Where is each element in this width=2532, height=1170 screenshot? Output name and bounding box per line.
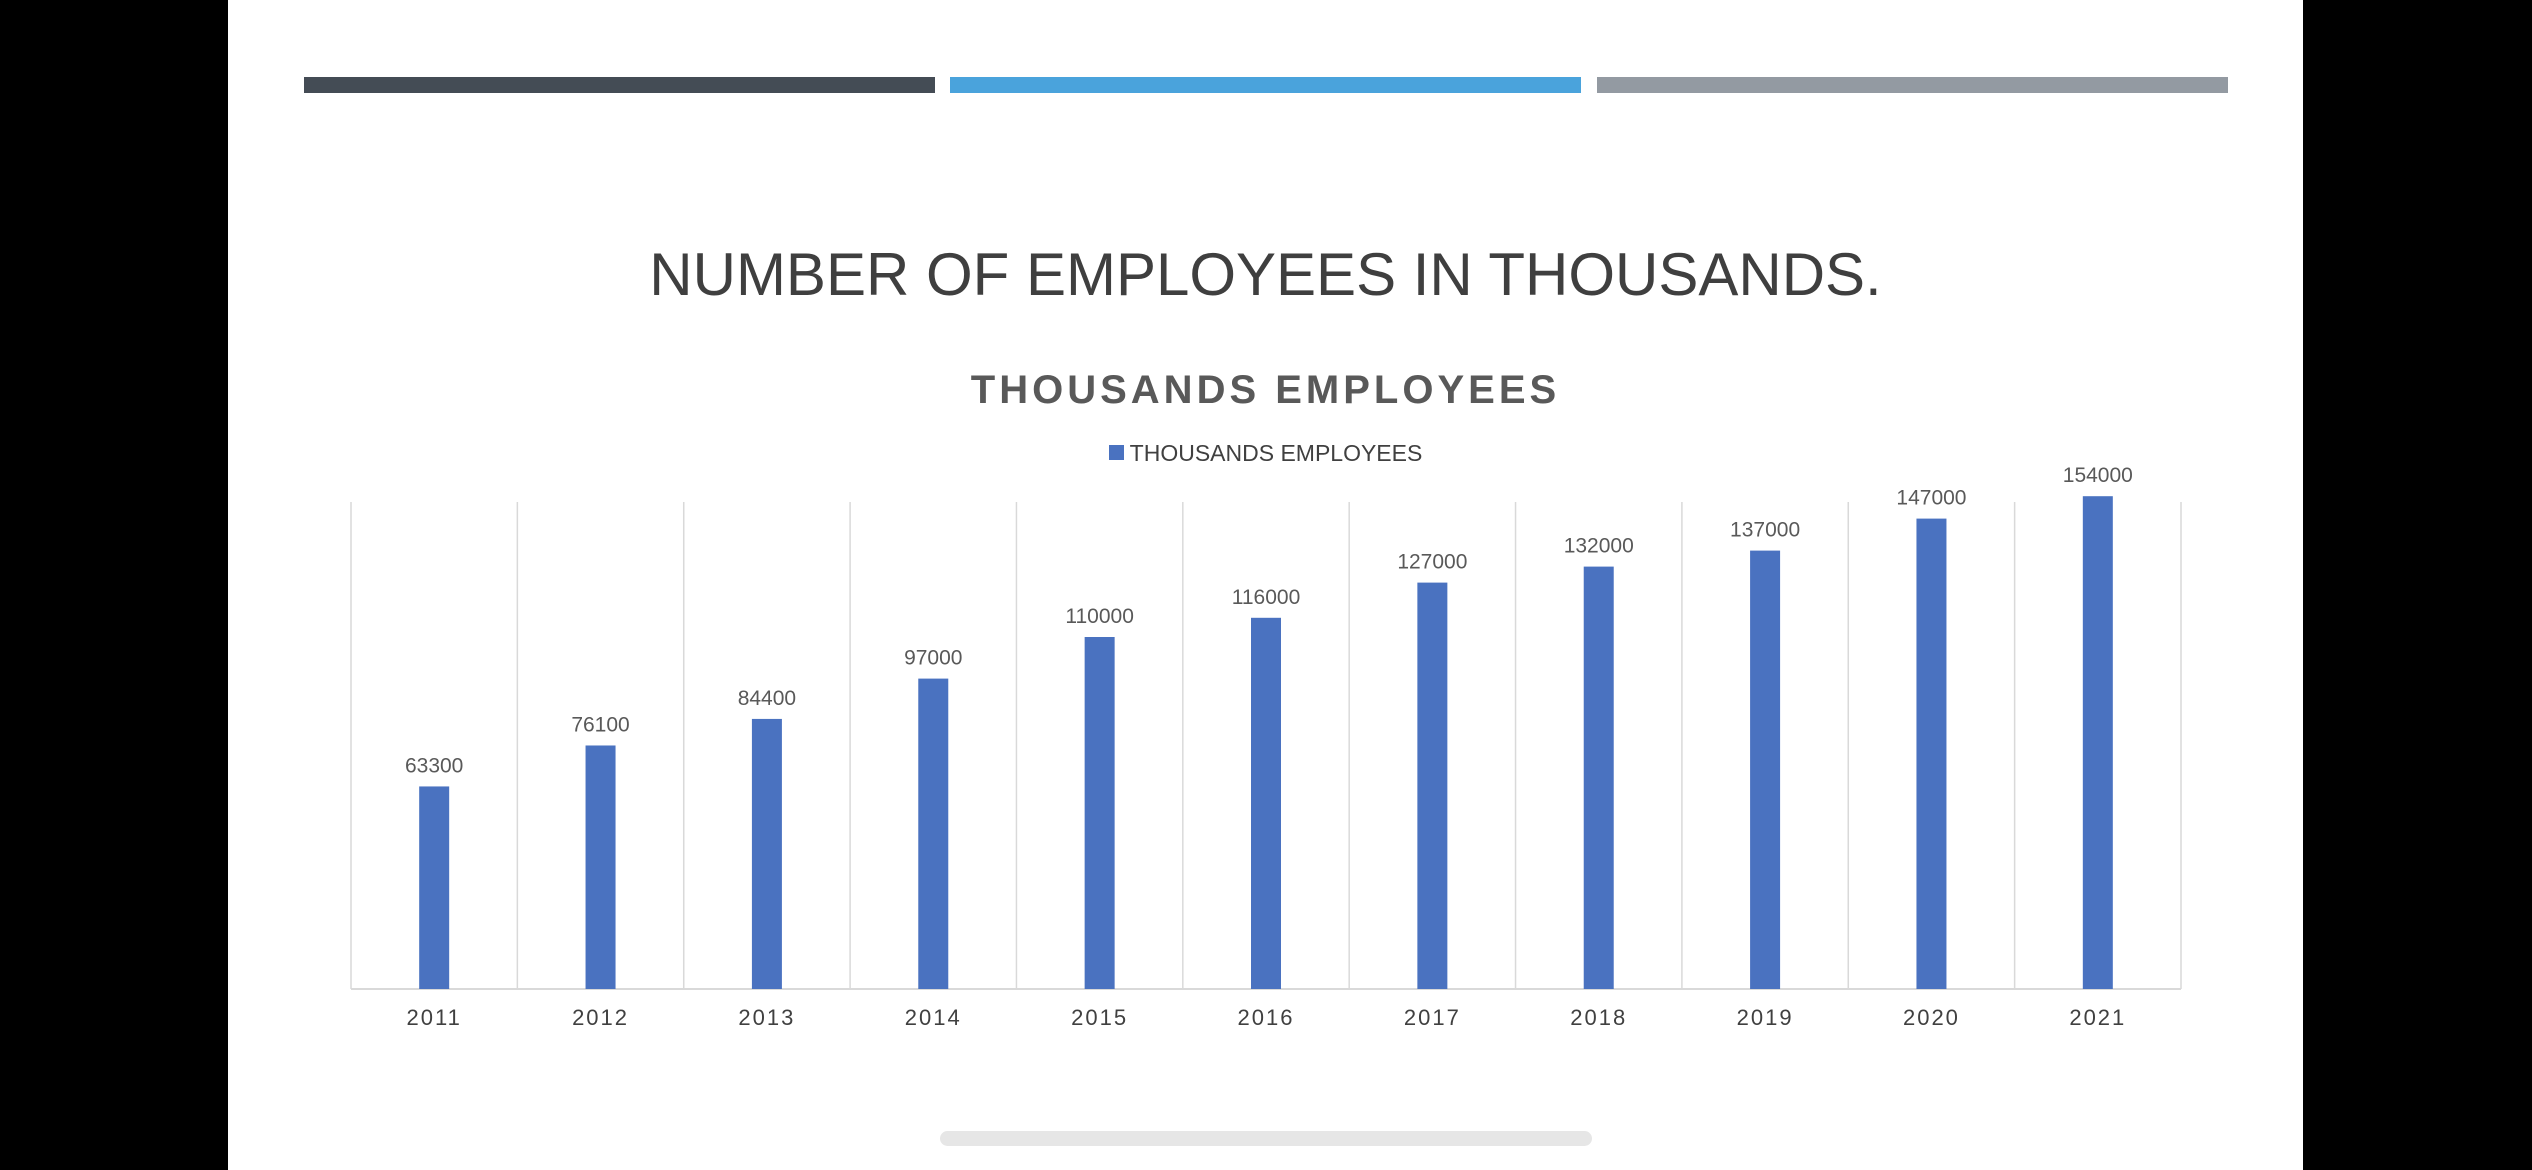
- x-tick-label: 2021: [2069, 1005, 2126, 1030]
- bar: [1583, 566, 1614, 989]
- data-label: 84400: [738, 687, 796, 710]
- slide-title: NUMBER OF EMPLOYEES IN THOUSANDS.: [649, 241, 1882, 308]
- chart-plot: 63300 76100 84400 97000 110000 116000 127000 13…: [350, 464, 2182, 1030]
- data-label: 97000: [904, 647, 962, 670]
- chart-legend: THOUSANDS EMPLOYEES: [228, 440, 2303, 467]
- x-tick-label: 2012: [572, 1005, 629, 1030]
- x-tick-label: 2014: [905, 1005, 962, 1030]
- chart-title: THOUSANDS EMPLOYEES: [970, 368, 1561, 412]
- bar: [2082, 496, 2113, 989]
- bar: [419, 786, 450, 989]
- slide: NUMBER OF EMPLOYEES IN THOUSANDS. THOUSA…: [228, 0, 2303, 1170]
- horizontal-scrollbar[interactable]: [940, 1131, 1592, 1146]
- legend-swatch: [1108, 445, 1124, 461]
- bar: [1251, 617, 1281, 989]
- data-label: 127000: [1397, 551, 1467, 574]
- data-label: 137000: [1730, 519, 1800, 542]
- x-tick-label: 2020: [1903, 1005, 1960, 1030]
- bar: [1750, 550, 1781, 989]
- data-label: 76100: [571, 713, 629, 736]
- accent-bar-blue: [950, 77, 1581, 93]
- data-label: 154000: [2063, 464, 2133, 487]
- data-label: 116000: [1232, 586, 1301, 609]
- bar: [918, 678, 949, 989]
- x-tick-label: 2011: [407, 1005, 462, 1030]
- bar: [585, 745, 616, 989]
- x-tick-label: 2017: [1404, 1005, 1461, 1030]
- bar: [1084, 637, 1115, 989]
- x-tick-label: 2015: [1071, 1005, 1128, 1030]
- data-label: 147000: [1896, 487, 1966, 510]
- x-tick-label: 2019: [1737, 1005, 1794, 1030]
- legend-label: THOUSANDS EMPLOYEES: [1129, 440, 1423, 466]
- data-label: 110000: [1065, 605, 1134, 628]
- data-label: 63300: [405, 754, 463, 777]
- x-tick-label: 2013: [738, 1005, 795, 1030]
- accent-bar-gray: [1597, 77, 2228, 93]
- accent-bar-dark: [304, 77, 935, 93]
- bar: [751, 718, 782, 989]
- bar: [1417, 582, 1448, 989]
- x-tick-label: 2016: [1238, 1005, 1295, 1030]
- x-tick-label: 2018: [1570, 1005, 1627, 1030]
- data-label: 132000: [1564, 535, 1634, 558]
- bar: [1916, 518, 1947, 989]
